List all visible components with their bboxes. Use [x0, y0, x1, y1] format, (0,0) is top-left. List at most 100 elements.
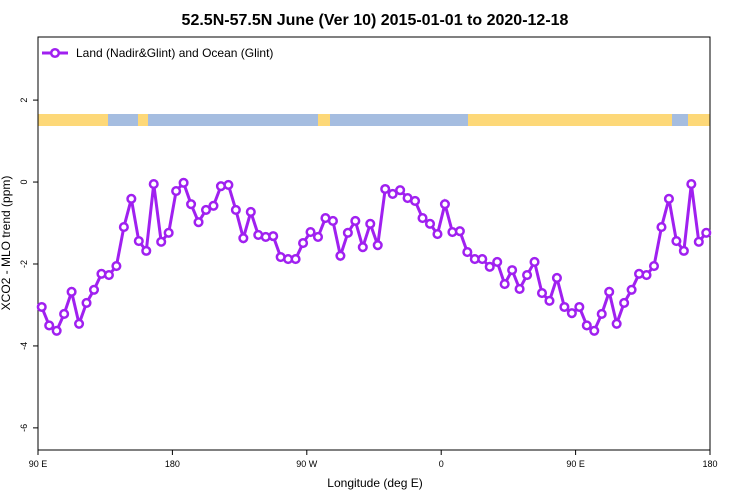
data-point — [663, 193, 674, 204]
data-point — [581, 320, 592, 331]
legend-label: Land (Nadir&Glint) and Ocean (Glint) — [76, 46, 273, 60]
data-point — [387, 188, 398, 199]
data-point — [223, 179, 234, 190]
data-point — [372, 240, 383, 251]
data-point — [59, 308, 70, 320]
data-point — [574, 301, 585, 313]
data-point — [544, 295, 555, 306]
data-point — [395, 185, 406, 196]
plot-frame — [37, 36, 711, 451]
data-point — [417, 213, 428, 224]
data-point — [678, 245, 689, 256]
data-point — [671, 235, 682, 247]
data-point — [365, 218, 376, 229]
data-point — [118, 222, 129, 233]
data-point — [111, 260, 122, 272]
y-tick-label: -4 — [19, 342, 29, 350]
data-point — [178, 177, 189, 188]
data-point — [357, 242, 368, 253]
data-point — [51, 325, 62, 336]
data-point — [268, 231, 279, 242]
data-point — [156, 236, 167, 247]
data-point — [141, 245, 152, 256]
data-point — [298, 238, 309, 249]
data-point — [477, 254, 488, 265]
chart-title: 52.5N-57.5N June (Ver 10) 2015-01-01 to … — [182, 12, 569, 29]
data-point — [566, 308, 577, 319]
data-point — [693, 236, 704, 247]
data-point — [200, 204, 212, 215]
data-point — [103, 269, 114, 281]
data-point — [507, 265, 518, 276]
ocean-band — [330, 114, 468, 126]
data-point — [342, 227, 353, 238]
ocean-band — [672, 114, 688, 126]
x-axis-label: Longitude (deg E) — [327, 476, 422, 490]
data-point — [327, 215, 338, 227]
data-point — [193, 217, 204, 228]
data-point — [686, 179, 697, 190]
x-tick-label: 90 E — [566, 459, 585, 469]
data-point — [245, 206, 256, 218]
y-tick-label: 0 — [19, 180, 29, 185]
data-point — [492, 256, 503, 267]
x-tick-label: 180 — [702, 459, 717, 469]
land-ocean-band — [38, 114, 710, 126]
data-point — [126, 193, 137, 204]
data-point — [604, 286, 615, 297]
ocean-band — [108, 114, 138, 126]
data-point — [611, 318, 622, 329]
x-tick-label: 0 — [439, 459, 444, 469]
data-point — [36, 301, 47, 313]
data-point — [66, 286, 77, 297]
y-tick-label: 2 — [19, 98, 29, 103]
data-point — [619, 297, 630, 308]
data-point — [648, 260, 660, 272]
data-point — [312, 231, 324, 242]
data-point — [305, 226, 316, 238]
data-point — [514, 283, 525, 295]
data-point — [484, 261, 495, 272]
data-point — [522, 269, 533, 281]
data-point — [186, 199, 197, 210]
data-point — [424, 218, 436, 229]
data-point — [641, 269, 652, 281]
data-point — [290, 254, 301, 265]
data-point — [536, 288, 548, 299]
legend-marker — [49, 47, 61, 59]
data-point — [432, 229, 443, 240]
data-point — [589, 325, 600, 336]
data-point — [163, 227, 174, 238]
x-tick-label: 90 W — [296, 459, 318, 469]
data-point — [559, 301, 570, 313]
x-tick-label: 180 — [165, 459, 180, 469]
data-point — [81, 297, 92, 308]
data-point — [454, 226, 465, 237]
ocean-band — [148, 114, 318, 126]
data-point — [350, 215, 361, 227]
data-point — [208, 200, 219, 211]
data-point — [596, 308, 607, 320]
data-point — [230, 204, 241, 215]
data-point — [626, 284, 637, 295]
data-point — [74, 318, 85, 329]
data-point — [551, 272, 562, 283]
y-axis-label: XCO2 - MLO trend (ppm) — [0, 176, 13, 311]
data-point — [148, 179, 159, 190]
data-point — [133, 235, 144, 247]
y-tick-label: -2 — [19, 260, 29, 268]
data-point — [88, 284, 100, 295]
data-point — [439, 199, 450, 210]
data-point — [380, 183, 391, 195]
x-tick-label: 90 E — [29, 459, 48, 469]
data-point — [171, 186, 182, 197]
data-point — [499, 279, 510, 290]
data-point — [462, 247, 473, 258]
data-point — [701, 227, 712, 238]
y-tick-label: -6 — [19, 424, 29, 432]
data-point — [238, 233, 249, 244]
data-point — [529, 256, 540, 267]
data-point — [44, 320, 55, 331]
data-point — [410, 195, 421, 206]
